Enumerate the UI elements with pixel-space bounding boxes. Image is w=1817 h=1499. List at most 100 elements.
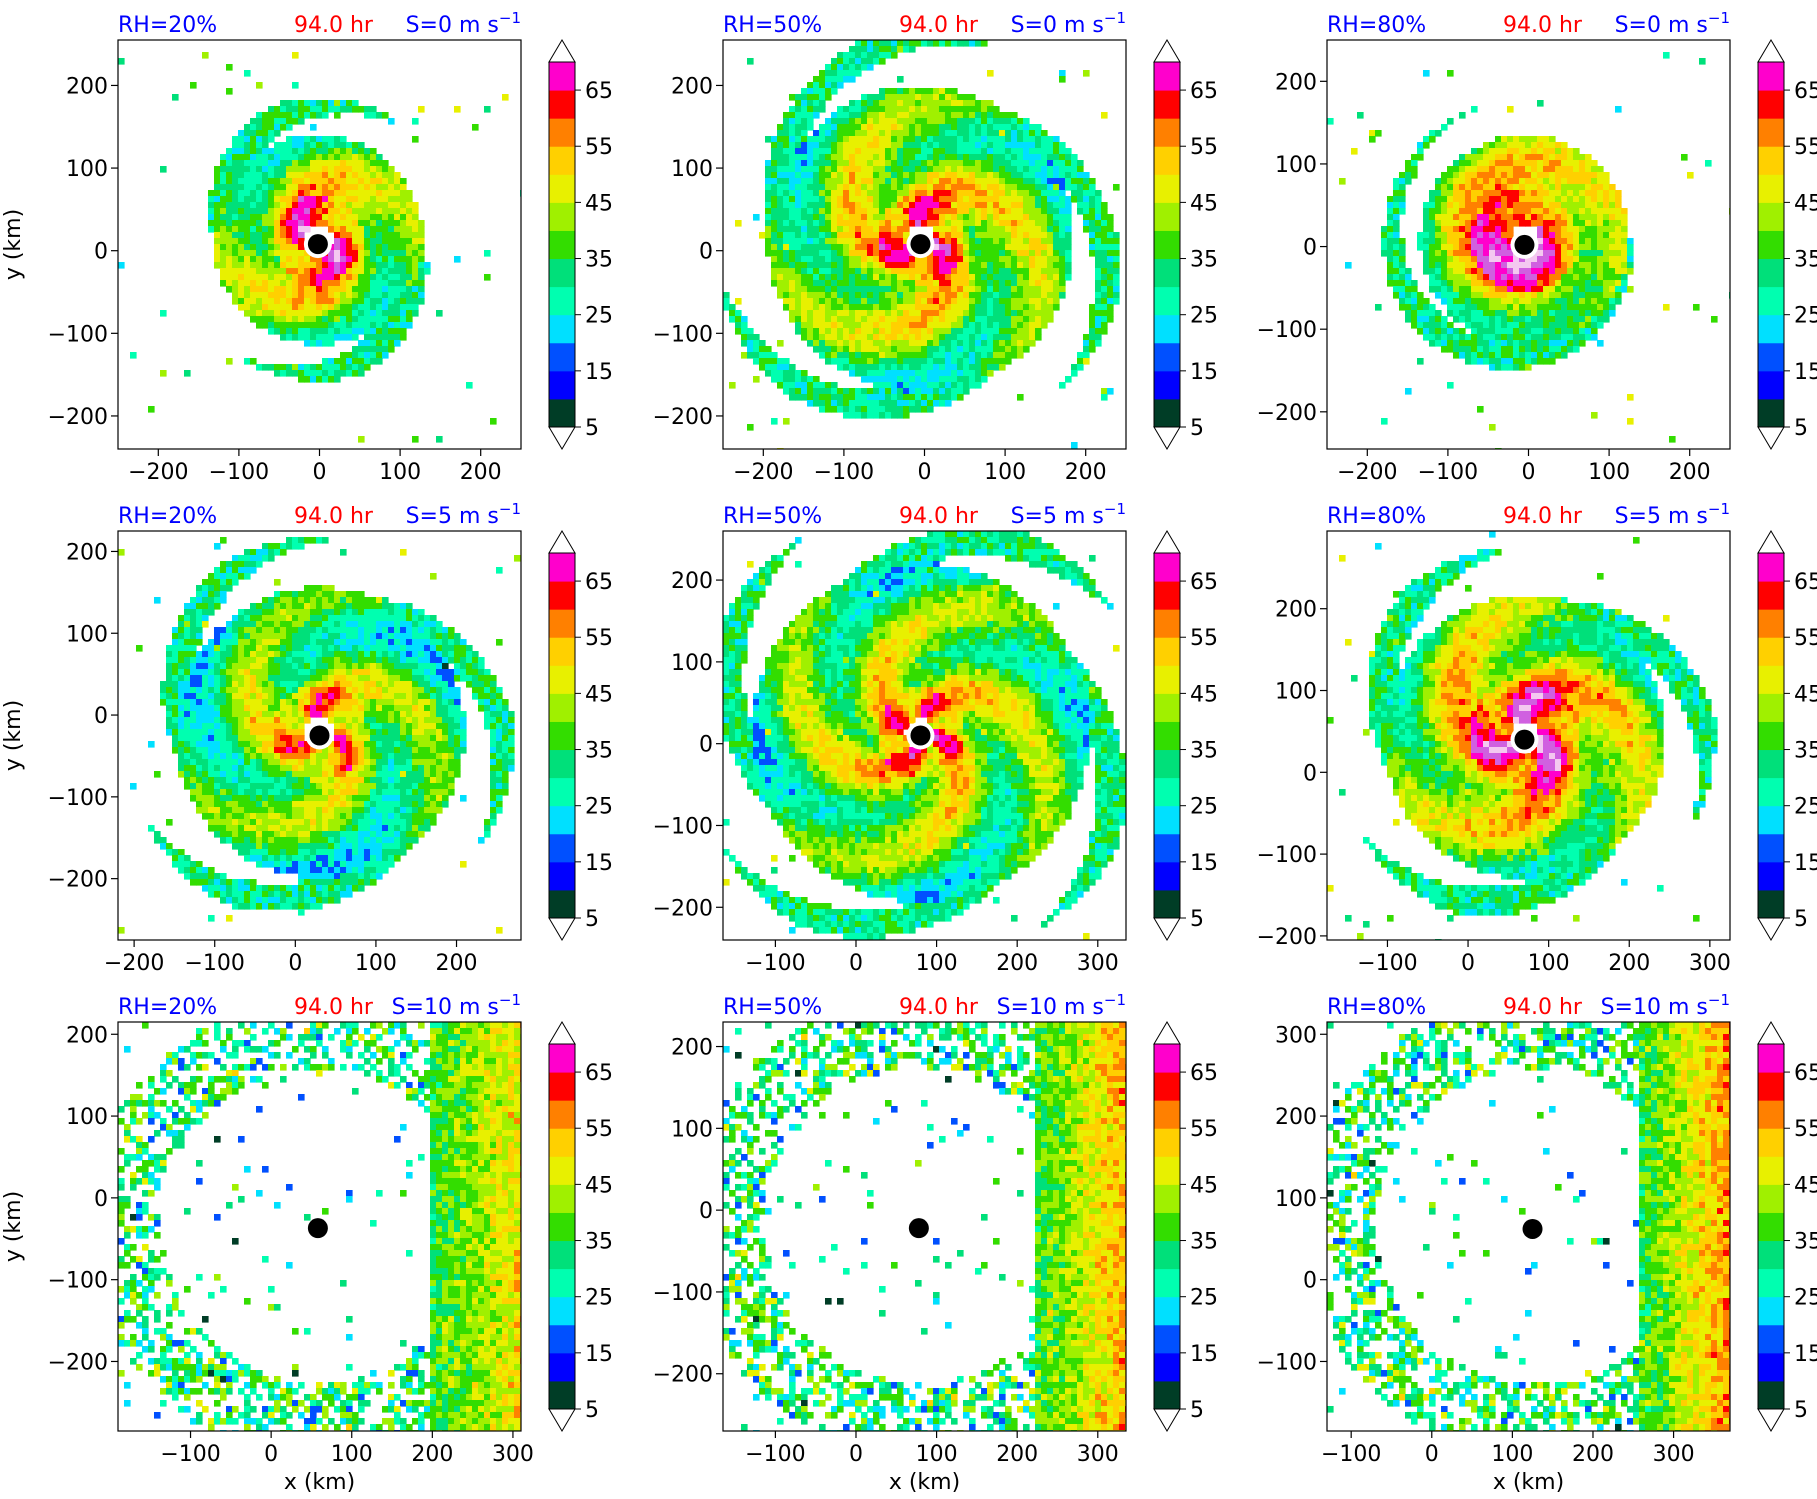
x-tick-label: 100 <box>984 460 1026 485</box>
colorbar-tick-label: 35 <box>1794 248 1817 273</box>
rh-label: RH=20% <box>118 13 217 38</box>
colorbar-lower-extension <box>548 917 576 941</box>
colorbar-segment <box>1758 202 1784 231</box>
colorbar-tick-label: 55 <box>1794 1117 1817 1142</box>
time-label: 94.0 hr <box>899 13 979 38</box>
axes-frame <box>117 530 522 941</box>
y-tick-label: 200 <box>1275 1105 1317 1130</box>
x-tick-label: 100 <box>1528 951 1570 976</box>
x-tick-label: 300 <box>1653 1442 1695 1467</box>
colorbar-segment <box>1154 1044 1180 1073</box>
reflectivity-field <box>118 1022 521 1431</box>
colorbar-segment <box>549 721 575 751</box>
panel-5: −100 0 100 200 300 −200 −100 0 100 200 RH=50% 94.0 … <box>653 500 1218 976</box>
x-tick-label: 100 <box>355 951 397 976</box>
y-tick-label: 0 <box>94 704 108 729</box>
colorbar-lower-extension <box>1153 426 1181 450</box>
y-tick-label: 200 <box>671 74 713 99</box>
colorbar-segment <box>1154 1072 1180 1101</box>
colorbar-segment <box>1154 609 1180 638</box>
colorbar-segment <box>1758 286 1784 316</box>
colorbar-tick-label: 55 <box>585 626 613 651</box>
colorbar-tick-label: 35 <box>1190 1230 1218 1255</box>
x-tick-label: −100 <box>209 460 269 485</box>
colorbar-lower-extension <box>1153 917 1181 941</box>
panel-6: −100 0 100 200 300 −200 −100 0 100 200 RH=80% 94.0 … <box>1257 500 1817 976</box>
colorbar-segment <box>1758 1268 1784 1298</box>
storm-center-marker <box>910 234 931 255</box>
colorbar-segment <box>549 202 575 231</box>
x-tick-label: 0 <box>288 951 302 976</box>
colorbar-segment <box>549 777 575 807</box>
colorbar-segment <box>1154 1296 1180 1326</box>
axes-frame <box>117 1021 522 1432</box>
colorbar-tick-label: 15 <box>585 360 613 385</box>
x-tick-label: 0 <box>849 951 863 976</box>
x-tick-label: 200 <box>460 460 502 485</box>
x-tick-label: 0 <box>264 1442 278 1467</box>
colorbar-segment <box>1758 693 1784 722</box>
colorbar-upper-extension <box>1757 530 1785 554</box>
colorbar-segment <box>1154 833 1180 863</box>
x-tick-label: 0 <box>1461 951 1475 976</box>
colorbar-segment <box>1154 805 1180 835</box>
x-tick-label: 0 <box>918 460 932 485</box>
x-tick-label: −100 <box>1321 1442 1381 1467</box>
colorbar-segment <box>1154 230 1180 260</box>
colorbar-segment <box>1154 146 1180 175</box>
colorbar-tick-label: 5 <box>1794 907 1808 932</box>
colorbar-tick-label: 45 <box>1190 682 1218 707</box>
time-label: 94.0 hr <box>899 995 979 1020</box>
x-tick-label: 100 <box>916 1442 958 1467</box>
time-label: 94.0 hr <box>1503 13 1583 38</box>
colorbar-segment <box>549 286 575 316</box>
colorbar-tick-label: 65 <box>1794 1061 1817 1086</box>
x-tick-label: 300 <box>1689 951 1731 976</box>
x-tick-label: 0 <box>1425 1442 1439 1467</box>
colorbar: 5 15 25 35 45 55 65 <box>1757 39 1817 450</box>
colorbar-tick-label: 25 <box>1794 304 1817 329</box>
colorbar-upper-extension <box>548 530 576 554</box>
colorbar-segment <box>1758 118 1784 147</box>
colorbar-tick-label: 55 <box>1794 626 1817 651</box>
colorbar-segment <box>1154 90 1180 119</box>
axes-frame <box>722 530 1127 941</box>
colorbar-segment <box>1154 1240 1180 1270</box>
shear-label: S=0 m s−1 <box>1615 9 1730 38</box>
shear-label: S=5 m s−1 <box>406 500 521 529</box>
colorbar-segment <box>1758 1352 1784 1382</box>
x-tick-label: 200 <box>411 1442 453 1467</box>
x-tick-label: −200 <box>128 460 188 485</box>
rh-label: RH=80% <box>1327 504 1426 529</box>
colorbar-tick-label: 65 <box>1190 570 1218 595</box>
colorbar-tick-label: 35 <box>1794 1230 1817 1255</box>
storm-center-marker <box>908 1218 929 1239</box>
colorbar-tick-label: 55 <box>1794 135 1817 160</box>
colorbar-segment <box>1154 553 1180 582</box>
colorbar-segment <box>549 805 575 835</box>
y-axis-label: y (km) <box>1 1191 26 1262</box>
y-tick-label: −200 <box>653 1363 713 1388</box>
shear-label: S=0 m s−1 <box>406 9 521 38</box>
colorbar-tick-label: 25 <box>585 304 613 329</box>
y-tick-label: −100 <box>1257 843 1317 868</box>
y-tick-label: 300 <box>1275 1023 1317 1048</box>
colorbar-tick-label: 15 <box>585 1342 613 1367</box>
colorbar-lower-extension <box>1757 1408 1785 1432</box>
x-tick-label: 200 <box>1608 951 1650 976</box>
colorbar-segment <box>549 118 575 147</box>
x-tick-label: 0 <box>313 460 327 485</box>
colorbar-tick-label: 5 <box>585 416 599 441</box>
shear-label: S=5 m s−1 <box>1011 500 1126 529</box>
x-tick-label: −100 <box>1418 460 1478 485</box>
reflectivity-field <box>118 537 521 934</box>
storm-center-marker <box>1514 234 1535 255</box>
colorbar-segment <box>549 62 575 91</box>
x-tick-label: −100 <box>814 460 874 485</box>
time-label: 94.0 hr <box>294 13 374 38</box>
y-tick-label: 0 <box>1303 236 1317 261</box>
colorbar-upper-extension <box>1757 1021 1785 1045</box>
colorbar-segment <box>1758 1380 1784 1410</box>
rh-label: RH=50% <box>723 13 822 38</box>
colorbar-segment <box>549 1128 575 1157</box>
